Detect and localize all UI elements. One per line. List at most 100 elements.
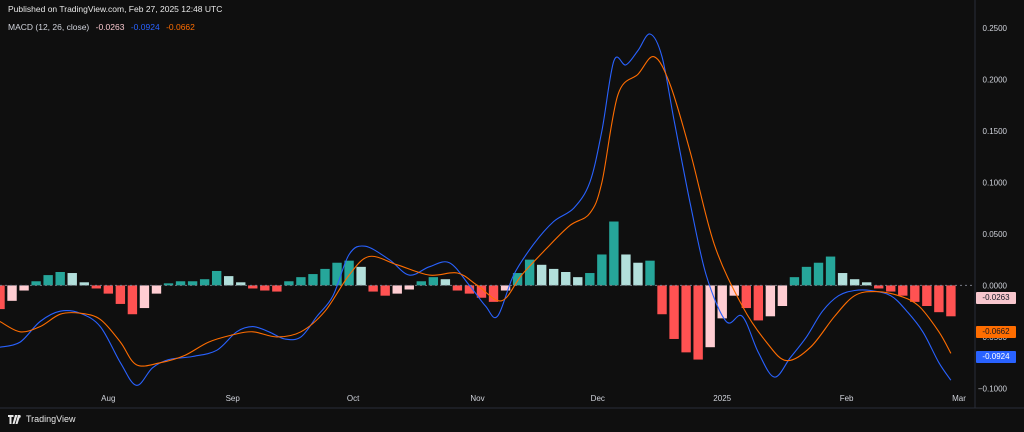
histogram-bar [585, 273, 595, 286]
histogram-bar [789, 277, 800, 286]
histogram-bar [404, 285, 414, 290]
histogram-bar [91, 285, 101, 289]
histogram-bar [825, 256, 836, 286]
histogram-bar [717, 285, 727, 319]
histogram-bar [801, 266, 812, 286]
time-axis: Aug Sep Oct Nov Dec 2025 Feb Mar [101, 394, 966, 403]
x-tick-label: Feb [840, 394, 854, 403]
histogram-bar [922, 285, 932, 306]
histogram-bar [777, 285, 788, 306]
histogram-bar [476, 285, 487, 298]
histogram-bar [837, 273, 848, 286]
histogram-bar [380, 285, 390, 296]
histogram-bar [464, 285, 475, 294]
histogram-bar [211, 270, 222, 286]
histogram-bar [260, 285, 270, 291]
histogram-bar [416, 281, 426, 286]
x-tick-label: Oct [347, 394, 360, 403]
histogram-bar [946, 285, 956, 317]
histogram-bar [55, 272, 65, 286]
histogram-bar [0, 285, 5, 310]
histogram-bar [813, 262, 824, 286]
histogram-bar [344, 260, 354, 286]
histogram-bar [139, 285, 150, 309]
histogram-bar [609, 221, 619, 286]
y-tick-label: −0.1000 [978, 384, 1008, 393]
tradingview-logo-icon [8, 414, 21, 424]
histogram-bar [597, 254, 607, 286]
signal-value: -0.0662 [166, 22, 195, 32]
histogram-group [0, 221, 956, 360]
x-tick-label: Aug [101, 394, 115, 403]
histogram-bar [320, 268, 330, 286]
histogram-bar [741, 285, 751, 309]
x-tick-label: 2025 [713, 394, 731, 403]
histogram-bar [31, 281, 41, 286]
signal-line [0, 56, 952, 367]
histogram-bar [765, 285, 776, 317]
histogram-bar [7, 285, 17, 301]
histogram-bar [392, 285, 402, 294]
histogram-bar [356, 266, 366, 286]
hist-badge: -0.0263 [976, 292, 1016, 304]
histogram-bar [127, 285, 138, 315]
brand-label: TradingView [26, 414, 76, 424]
histogram-bar [549, 268, 559, 286]
hist-value: -0.0263 [95, 22, 125, 32]
histogram-bar [440, 279, 451, 286]
indicator-name: MACD (12, 26, close) [8, 22, 90, 32]
histogram-bar [621, 254, 631, 286]
histogram-bar [175, 281, 186, 286]
lines-group [0, 33, 952, 386]
histogram-bar [657, 285, 667, 315]
histogram-bar [236, 282, 246, 286]
histogram-bar [79, 282, 89, 286]
histogram-bar [199, 279, 210, 286]
histogram-bar [861, 282, 872, 286]
histogram-bar [19, 285, 29, 291]
histogram-bar [332, 262, 342, 286]
histogram-bar [488, 285, 499, 302]
histogram-bar [224, 276, 234, 286]
histogram-bar [693, 285, 703, 360]
y-tick-label: 0.1000 [983, 178, 1008, 187]
tradingview-brand[interactable]: TradingView [8, 414, 76, 424]
histogram-bar [272, 285, 282, 292]
indicator-legend[interactable]: MACD (12, 26, close) -0.0263 -0.0924 -0.… [8, 22, 199, 32]
histogram-bar [163, 283, 174, 286]
histogram-bar [452, 285, 463, 291]
histogram-bar [573, 277, 583, 286]
signal-badge: -0.0662 [976, 326, 1016, 338]
histogram-bar [910, 285, 920, 302]
histogram-bar [633, 262, 643, 286]
histogram-bar [669, 285, 679, 339]
macd-value: -0.0924 [130, 22, 160, 32]
histogram-bar [187, 281, 198, 286]
histogram-bar [500, 285, 511, 291]
x-tick-label: Nov [470, 394, 484, 403]
histogram-bar [681, 285, 691, 353]
histogram-bar [898, 285, 908, 296]
histogram-bar [67, 273, 77, 286]
y-tick-label: 0.2500 [983, 24, 1008, 33]
macd-badge: -0.0924 [976, 351, 1016, 363]
published-note: Published on TradingView.com, Feb 27, 20… [8, 4, 223, 14]
histogram-bar [645, 260, 655, 286]
y-tick-label: 0.0000 [983, 281, 1008, 290]
histogram-bar [296, 277, 306, 286]
y-tick-label: 0.0500 [983, 230, 1008, 239]
histogram-bar [115, 285, 126, 304]
x-tick-label: Dec [591, 394, 605, 403]
histogram-bar [512, 273, 523, 286]
x-tick-label: Mar [952, 394, 966, 403]
histogram-bar [103, 285, 114, 294]
histogram-bar [151, 285, 162, 294]
histogram-bar [705, 285, 715, 348]
y-tick-label: 0.2000 [983, 75, 1008, 84]
histogram-bar [428, 277, 439, 286]
histogram-bar [43, 275, 53, 286]
histogram-bar [284, 281, 294, 286]
macd-line [0, 33, 952, 386]
